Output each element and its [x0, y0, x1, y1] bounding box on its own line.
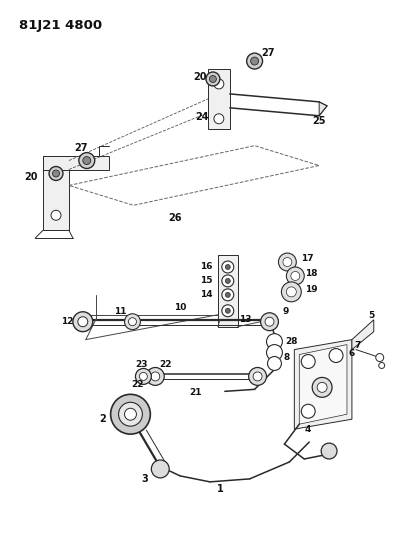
- Text: 7: 7: [355, 341, 361, 350]
- Circle shape: [222, 275, 234, 287]
- Circle shape: [253, 372, 262, 381]
- Text: 13: 13: [240, 315, 252, 324]
- Circle shape: [214, 114, 224, 124]
- Text: 20: 20: [24, 173, 38, 182]
- Circle shape: [376, 353, 384, 361]
- Text: 20: 20: [193, 72, 207, 82]
- Circle shape: [379, 362, 385, 368]
- Circle shape: [301, 404, 315, 418]
- Circle shape: [329, 349, 343, 362]
- Polygon shape: [208, 69, 230, 129]
- Circle shape: [287, 287, 297, 297]
- Circle shape: [222, 305, 234, 317]
- Circle shape: [53, 170, 59, 177]
- Text: 6: 6: [349, 349, 355, 358]
- Circle shape: [265, 317, 274, 326]
- Text: 15: 15: [200, 277, 212, 286]
- Text: 4: 4: [305, 425, 311, 434]
- Text: 18: 18: [305, 270, 318, 278]
- Circle shape: [251, 57, 259, 65]
- Circle shape: [209, 76, 217, 83]
- Polygon shape: [218, 255, 238, 327]
- Text: 10: 10: [174, 303, 186, 312]
- Circle shape: [321, 443, 337, 459]
- Circle shape: [222, 289, 234, 301]
- Text: 27: 27: [261, 48, 274, 58]
- Text: 2: 2: [100, 414, 106, 424]
- Text: 19: 19: [305, 285, 318, 294]
- Polygon shape: [43, 156, 69, 230]
- Text: 27: 27: [74, 143, 88, 152]
- Circle shape: [225, 278, 230, 284]
- Circle shape: [73, 312, 93, 332]
- Circle shape: [267, 334, 283, 350]
- Circle shape: [125, 314, 140, 330]
- Circle shape: [151, 460, 169, 478]
- Circle shape: [279, 253, 297, 271]
- Text: 17: 17: [301, 254, 314, 263]
- Circle shape: [125, 408, 137, 420]
- Circle shape: [78, 317, 88, 327]
- Text: 23: 23: [135, 360, 148, 369]
- Text: 9: 9: [282, 307, 289, 316]
- Circle shape: [49, 166, 63, 181]
- Text: 3: 3: [141, 474, 148, 484]
- Circle shape: [151, 372, 160, 381]
- Text: 26: 26: [168, 213, 182, 223]
- Text: 22: 22: [131, 380, 144, 389]
- Circle shape: [214, 79, 224, 89]
- Text: 24: 24: [195, 112, 209, 122]
- Circle shape: [225, 264, 230, 270]
- Circle shape: [283, 257, 292, 266]
- Circle shape: [291, 271, 300, 280]
- Circle shape: [301, 354, 315, 368]
- Polygon shape: [295, 340, 352, 429]
- Text: 14: 14: [200, 290, 212, 300]
- Circle shape: [111, 394, 150, 434]
- Text: 25: 25: [312, 116, 326, 126]
- Text: 8: 8: [283, 353, 289, 362]
- Text: 28: 28: [285, 337, 298, 346]
- Polygon shape: [299, 345, 347, 424]
- Text: 16: 16: [200, 262, 212, 271]
- Circle shape: [261, 313, 279, 330]
- Circle shape: [119, 402, 142, 426]
- Circle shape: [83, 157, 91, 165]
- Circle shape: [79, 152, 95, 168]
- Circle shape: [312, 377, 332, 397]
- Circle shape: [267, 345, 283, 360]
- Circle shape: [225, 293, 230, 297]
- Circle shape: [139, 373, 147, 381]
- Circle shape: [135, 368, 151, 384]
- Circle shape: [225, 308, 230, 313]
- Circle shape: [317, 382, 327, 392]
- Text: 11: 11: [114, 307, 127, 316]
- Text: 22: 22: [159, 360, 172, 369]
- Circle shape: [206, 72, 220, 86]
- Polygon shape: [43, 156, 109, 169]
- Polygon shape: [319, 102, 327, 116]
- Circle shape: [267, 357, 281, 370]
- Text: 1: 1: [217, 484, 223, 494]
- Circle shape: [247, 53, 263, 69]
- Circle shape: [146, 367, 164, 385]
- Circle shape: [222, 261, 234, 273]
- Circle shape: [281, 282, 301, 302]
- Circle shape: [129, 318, 137, 326]
- Text: 21: 21: [189, 388, 201, 397]
- Circle shape: [249, 367, 267, 385]
- Circle shape: [287, 267, 304, 285]
- Polygon shape: [352, 320, 374, 350]
- Text: 81J21 4800: 81J21 4800: [19, 19, 102, 33]
- Circle shape: [51, 211, 61, 220]
- Text: 5: 5: [369, 311, 375, 320]
- Text: 12: 12: [60, 317, 73, 326]
